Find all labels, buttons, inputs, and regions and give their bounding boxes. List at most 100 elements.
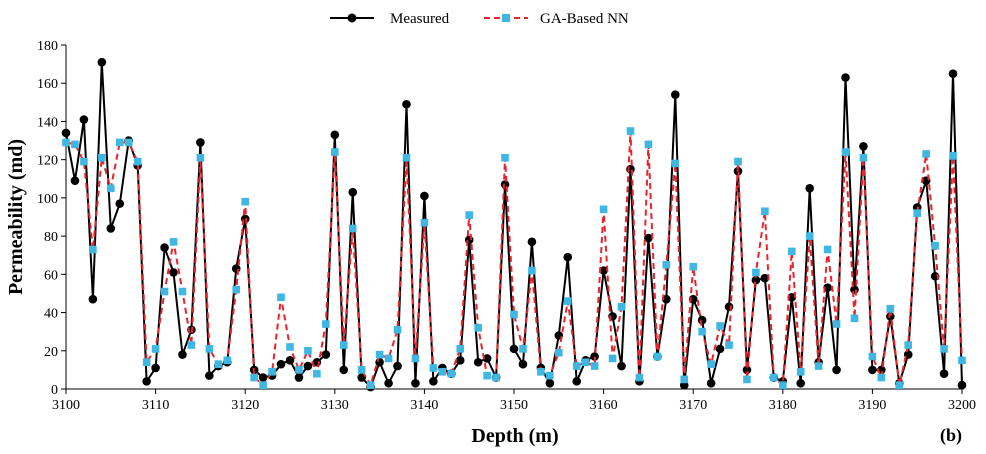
ga-based-nn-point [617,303,626,311]
ga-based-nn-point [277,293,285,302]
ga-based-nn-point [438,368,447,376]
ga-based-nn-point [62,138,70,147]
measured-point [294,373,304,382]
measured-point [518,359,528,369]
ga-based-nn-point [841,148,850,156]
legend-gann-label: GA-Based NN [540,11,629,27]
measured-point [106,224,116,233]
ga-based-nn-point [313,369,321,378]
ga-based-nn-point [375,350,384,359]
measured-point [670,90,680,99]
ga-based-nn-point [142,358,151,367]
ga-based-nn-point [411,354,420,363]
ga-based-nn-point [447,369,456,378]
measured-point [258,373,268,382]
x-tick-label: 3130 [321,398,349,413]
measured-point [742,365,752,375]
measured-point [339,365,349,375]
ga-based-nn-point [295,366,303,374]
y-tick-label: 0 [51,383,58,398]
ga-based-nn-point [725,341,733,349]
measured-line [65,61,963,389]
ga-based-nn-point [286,343,294,351]
measured-point [473,357,483,367]
measured-point [724,302,734,312]
ga-based-nn-point [187,341,196,349]
legend-measured-label: Measured [390,11,450,27]
series-measured [61,57,967,392]
measured-point [205,371,214,380]
measured-point [509,344,519,354]
measured-point [715,344,725,354]
ga-based-nn-point [115,138,124,147]
ga-based-nn-point [671,159,680,168]
measured-point [886,312,895,321]
ga-based-nn-point [214,360,223,368]
measured-point [429,377,438,386]
x-ticks: 3100 3110 3120 3130 3140 3150 3160 3170 3180 3190… [52,389,976,413]
ga-based-nn-point [895,381,904,389]
y-ticks: 0 20 40 60 80 100 120 140 160 180 [37,39,66,398]
y-tick-label: 20 [44,345,58,360]
measured-point [563,252,573,262]
ga-based-nn-point [644,140,653,149]
legend-measured-marker [347,13,357,23]
ga-based-nn-point [572,362,581,370]
ga-based-nn-point [241,197,249,206]
ga-based-nn-point [877,373,886,382]
measured-point [276,359,286,369]
ga-based-nn-point [823,245,832,254]
ga-based-nn-point [223,356,232,365]
ga-based-nn-point [608,354,617,363]
ga-based-nn-point [689,262,697,271]
measured-point [97,57,107,67]
series-ga-based-nn [62,127,966,389]
measured-point [617,361,626,371]
y-tick-label: 40 [44,307,58,322]
y-tick-label: 80 [44,230,58,245]
measured-point [321,350,331,359]
y-axis-title: Permeability (md) [5,139,27,295]
measured-point [751,275,761,285]
measured-point [303,361,313,371]
ga-based-nn-point [581,358,590,367]
measured-point [420,191,429,201]
ga-based-nn-point [160,287,169,296]
ga-based-nn-point [124,138,133,147]
ga-based-nn-point [519,345,527,353]
ga-based-nn-point [366,381,375,389]
ga-based-nn-point [456,345,465,353]
ga-based-nn-point [850,314,859,323]
ga-based-nn-point [537,368,545,376]
ga-based-nn-point [546,371,554,380]
measured-point [160,243,169,252]
ga-based-nn-point [796,368,805,376]
measured-point [697,315,707,325]
ga-based-nn-point [814,362,823,370]
ga-based-nn-point [178,287,187,296]
panel-label: (b) [940,425,962,446]
ga-based-nn-point [259,381,267,389]
measured-point [151,363,160,373]
ga-based-nn-point [868,352,877,361]
measured-point [939,369,949,379]
ga-based-nn-point [357,366,366,374]
ga-based-nn-point [169,238,178,246]
measured-point [545,378,555,388]
ga-based-nn-point [680,375,689,384]
measured-point [572,377,582,386]
ga-based-nn-point [331,148,339,156]
ga-based-nn-point [590,362,599,370]
measured-point [330,130,340,140]
measured-point [169,268,178,277]
y-tick-label: 160 [37,77,58,92]
ga-based-nn-point [859,153,868,162]
measured-point [375,357,384,367]
ga-based-nn-point [107,184,115,193]
ga-based-nn-point [304,346,312,355]
ga-based-nn-point [716,322,724,330]
x-tick-label: 3150 [500,398,528,413]
ga-based-nn-point [268,368,276,376]
measured-point [348,187,358,197]
